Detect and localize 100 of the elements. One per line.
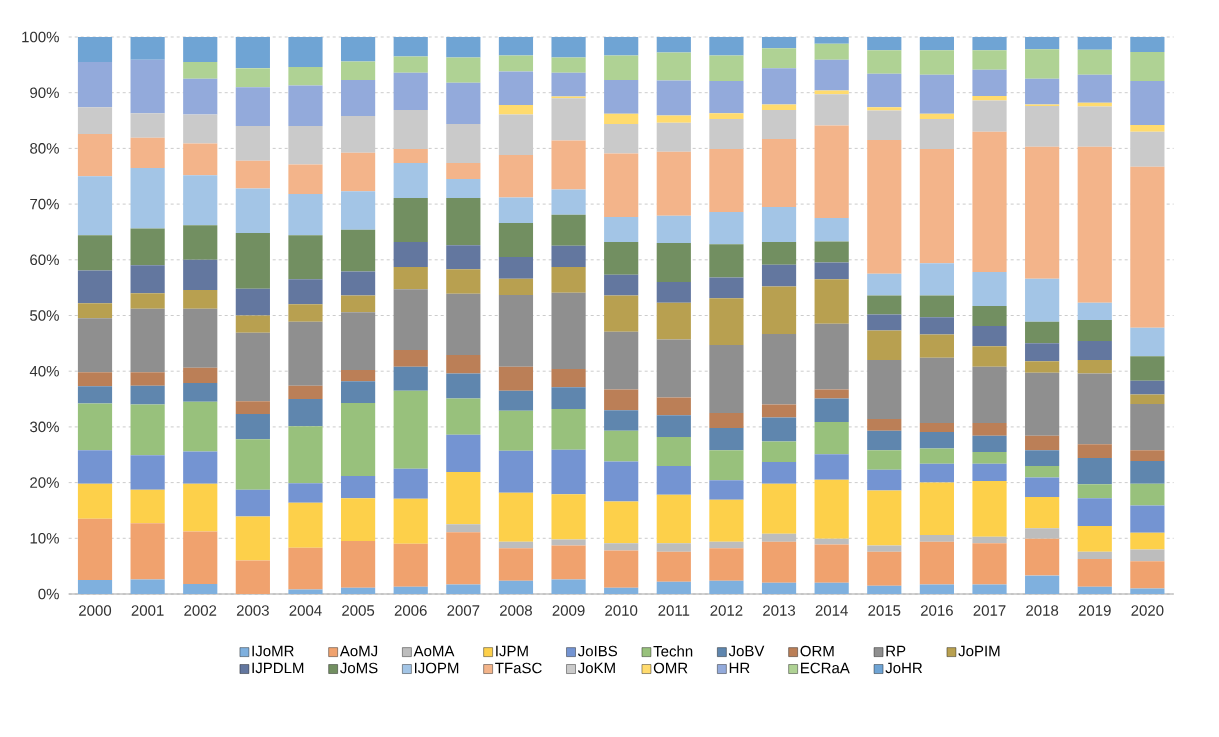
bar [340, 271, 376, 296]
bar [867, 430, 902, 451]
bar [604, 543, 639, 551]
bar [551, 494, 586, 540]
bar [919, 431, 954, 449]
bar [446, 293, 481, 356]
bar [604, 295, 639, 332]
bar [972, 366, 1007, 423]
bar [130, 137, 165, 168]
bar [972, 543, 1007, 585]
bar [1077, 586, 1112, 594]
bar [551, 57, 586, 73]
bar [1025, 106, 1060, 147]
x-tick-label: 2013 [763, 605, 796, 616]
bar [761, 241, 797, 265]
bar [1130, 131, 1165, 167]
bar [1077, 484, 1112, 499]
bar [288, 321, 323, 386]
bar [1130, 394, 1165, 405]
bar [604, 461, 639, 502]
bar [130, 293, 165, 309]
bar [551, 579, 586, 594]
bar [183, 37, 218, 63]
bar [393, 56, 428, 73]
bar [1130, 37, 1165, 53]
bar [709, 480, 744, 500]
bar [709, 211, 744, 245]
bar [919, 37, 954, 51]
bar [1130, 166, 1165, 328]
bar [972, 131, 1007, 273]
bar [130, 372, 165, 386]
bar [340, 116, 376, 153]
bar [130, 489, 165, 524]
bar [551, 539, 586, 546]
bar [604, 37, 639, 56]
bar [867, 50, 902, 74]
bar [340, 79, 376, 117]
bar [814, 241, 849, 263]
bar [183, 143, 218, 176]
bar [1077, 498, 1112, 527]
bar [393, 366, 428, 391]
bar [761, 461, 797, 484]
x-tick-label: 2005 [342, 605, 375, 616]
bar [183, 175, 218, 226]
bar [761, 68, 797, 105]
bar [77, 580, 113, 594]
legend-label: RP [886, 645, 906, 657]
bar [1077, 146, 1112, 303]
bar [1025, 465, 1060, 478]
bar [551, 449, 586, 495]
legend-label: OMR [653, 662, 688, 674]
bar [972, 584, 1007, 594]
bar [814, 323, 849, 390]
bar [235, 233, 270, 289]
legend-label: JoHR [885, 662, 923, 674]
bar [340, 498, 376, 542]
bar [972, 326, 1007, 347]
bar [288, 37, 323, 68]
bar [183, 367, 218, 383]
bar [446, 197, 481, 246]
bar [814, 279, 849, 324]
bar [919, 463, 954, 483]
bar [972, 346, 1007, 367]
bar [498, 155, 534, 198]
bar [867, 273, 902, 296]
bar [814, 43, 849, 60]
bar [393, 350, 428, 367]
y-tick-label: 30% [30, 421, 59, 433]
bar [761, 541, 797, 583]
bar [761, 417, 797, 442]
bar [77, 176, 113, 236]
bar [183, 531, 218, 584]
bar [498, 71, 534, 105]
bar [604, 274, 639, 296]
bar [446, 179, 481, 198]
bar [393, 162, 428, 198]
bar [130, 385, 165, 405]
bar [919, 74, 954, 114]
bar [446, 355, 481, 374]
bar [814, 90, 849, 95]
legend-label: TFaSC [495, 662, 542, 674]
bar [814, 37, 849, 44]
bar [867, 450, 902, 470]
bar [814, 262, 849, 280]
bar [446, 398, 481, 435]
bar [709, 118, 744, 149]
bar [130, 228, 165, 266]
x-tick-label: 2001 [131, 605, 164, 616]
bar [551, 267, 586, 293]
y-tick-label: 90% [30, 87, 59, 98]
bar [867, 37, 902, 51]
bar [288, 483, 323, 503]
bar [972, 423, 1007, 436]
bar [604, 55, 639, 80]
bar [604, 216, 639, 242]
bar [183, 289, 218, 309]
bar [919, 50, 954, 75]
bar [656, 397, 691, 416]
bar [340, 152, 376, 192]
bar [1077, 360, 1112, 374]
